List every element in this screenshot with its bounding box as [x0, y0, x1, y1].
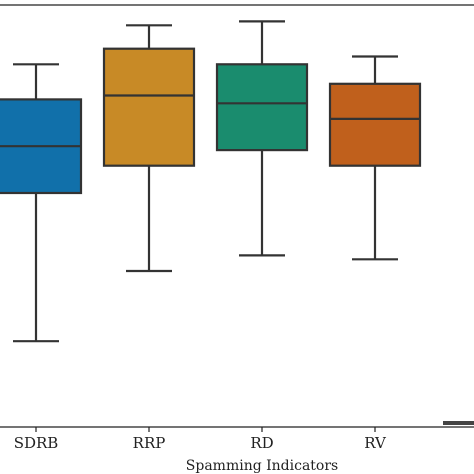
- cropped-legend-fragment: [443, 421, 474, 425]
- x-tick-label-rv: RV: [364, 434, 387, 452]
- box-group-rv: [328, 55, 422, 261]
- x-ticks-group: SDRB RRP RD RV: [14, 427, 387, 452]
- x-tick-label-rrp: RRP: [133, 434, 166, 452]
- box-group-rd: [215, 20, 309, 257]
- boxes-group: [0, 20, 422, 343]
- x-tick-label-rd: RD: [250, 434, 273, 452]
- box-rd: [215, 63, 309, 152]
- box-rrp: [102, 47, 196, 167]
- x-tick-label-sdrb: SDRB: [14, 434, 59, 452]
- box-group-sdrb: [0, 63, 83, 343]
- x-axis-label: Spamming Indicators: [186, 458, 338, 474]
- box-group-rrp: [102, 24, 196, 273]
- box-rv: [328, 82, 422, 167]
